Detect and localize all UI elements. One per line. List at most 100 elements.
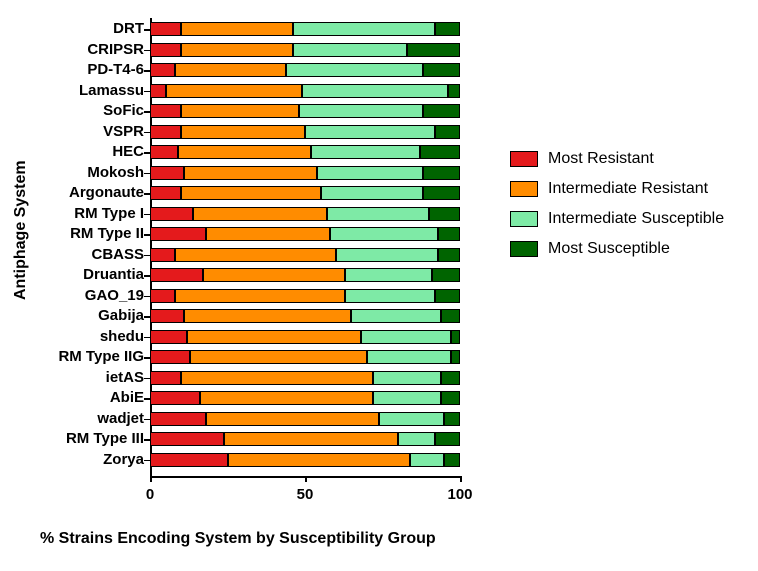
y-tick-label: HEC	[112, 145, 144, 159]
bar-segment	[224, 432, 398, 446]
bar-segment	[150, 453, 228, 467]
bar-segment	[181, 186, 321, 200]
bar-segment	[435, 432, 460, 446]
legend-item: Most Resistant	[510, 150, 724, 168]
bar-row	[150, 289, 460, 303]
bar-segment	[361, 330, 451, 344]
bar-segment	[345, 289, 435, 303]
legend-item: Most Susceptible	[510, 240, 724, 258]
bar-segment	[181, 125, 305, 139]
bar-segment	[286, 63, 422, 77]
bar-segment	[345, 268, 432, 282]
y-tick-label: RM Type III	[66, 432, 144, 446]
y-tick-mark	[144, 337, 150, 339]
bar-segment	[181, 22, 293, 36]
bar-segment	[451, 330, 460, 344]
bar-segment	[435, 289, 460, 303]
bar-row	[150, 63, 460, 77]
bar-segment	[438, 248, 460, 262]
bar-row	[150, 166, 460, 180]
bar-segment	[420, 145, 460, 159]
bar-segment	[150, 125, 181, 139]
bar-segment	[444, 412, 460, 426]
y-tick-label: Druantia	[83, 268, 144, 282]
y-tick-mark	[144, 173, 150, 175]
bar-row	[150, 350, 460, 364]
bar-segment	[206, 412, 380, 426]
legend-label: Intermediate Susceptible	[548, 210, 724, 228]
y-tick-label: Gabija	[98, 309, 144, 323]
bar-segment	[150, 350, 190, 364]
y-tick-label: SoFic	[103, 104, 144, 118]
bar-segment	[444, 453, 460, 467]
legend-label: Most Resistant	[548, 150, 654, 168]
bar-segment	[150, 63, 175, 77]
bar-row	[150, 371, 460, 385]
bar-row	[150, 227, 460, 241]
bar-segment	[150, 84, 166, 98]
bar-segment	[293, 22, 436, 36]
bar-segment	[178, 145, 311, 159]
bar-row	[150, 125, 460, 139]
bar-segment	[398, 432, 435, 446]
y-tick-label: DRT	[113, 22, 144, 36]
legend-swatch	[510, 241, 538, 257]
bar-segment	[299, 104, 423, 118]
bar-segment	[367, 350, 451, 364]
y-tick-label: AbiE	[110, 391, 144, 405]
bar-segment	[441, 309, 460, 323]
bar-row	[150, 432, 460, 446]
legend-label: Intermediate Resistant	[548, 180, 708, 198]
y-tick-mark	[144, 214, 150, 216]
y-tick-label: PD-T4-6	[87, 63, 144, 77]
y-tick-mark	[144, 419, 150, 421]
bar-segment	[438, 227, 460, 241]
bar-segment	[181, 43, 293, 57]
y-tick-mark	[144, 460, 150, 462]
bar-segment	[150, 227, 206, 241]
y-tick-mark	[144, 398, 150, 400]
bar-segment	[429, 207, 460, 221]
y-tick-mark	[144, 132, 150, 134]
bar-row	[150, 186, 460, 200]
bar-segment	[150, 186, 181, 200]
x-tick-label: 100	[447, 486, 472, 503]
bar-segment	[150, 412, 206, 426]
y-tick-label: wadjet	[97, 412, 144, 426]
y-tick-label: ietAS	[106, 371, 144, 385]
bar-segment	[175, 248, 336, 262]
y-tick-mark	[144, 378, 150, 380]
bar-segment	[175, 289, 346, 303]
bar-segment	[302, 84, 448, 98]
bar-segment	[150, 432, 224, 446]
bar-segment	[150, 248, 175, 262]
bar-segment	[423, 186, 460, 200]
bar-segment	[181, 104, 299, 118]
bar-segment	[351, 309, 441, 323]
bar-row	[150, 104, 460, 118]
bar-segment	[330, 227, 439, 241]
bar-segment	[441, 391, 460, 405]
bar-segment	[435, 125, 460, 139]
y-tick-label: Argonaute	[69, 186, 144, 200]
bar-row	[150, 309, 460, 323]
x-tick-mark	[305, 476, 307, 482]
bar-row	[150, 207, 460, 221]
bar-segment	[336, 248, 438, 262]
y-tick-mark	[144, 255, 150, 257]
bar-segment	[423, 63, 460, 77]
bar-segment	[432, 268, 460, 282]
bar-segment	[150, 309, 184, 323]
y-tick-mark	[144, 91, 150, 93]
bar-segment	[441, 371, 460, 385]
bar-segment	[305, 125, 435, 139]
bar-segment	[150, 104, 181, 118]
bar-row	[150, 268, 460, 282]
bar-segment	[150, 268, 203, 282]
plot-area: DRTCRIPSRPD-T4-6LamassuSoFicVSPRHECMokos…	[150, 18, 460, 476]
bar-row	[150, 248, 460, 262]
y-tick-label: Mokosh	[87, 166, 144, 180]
bar-row	[150, 391, 460, 405]
y-tick-label: RM Type II	[70, 227, 144, 241]
bar-segment	[184, 309, 351, 323]
